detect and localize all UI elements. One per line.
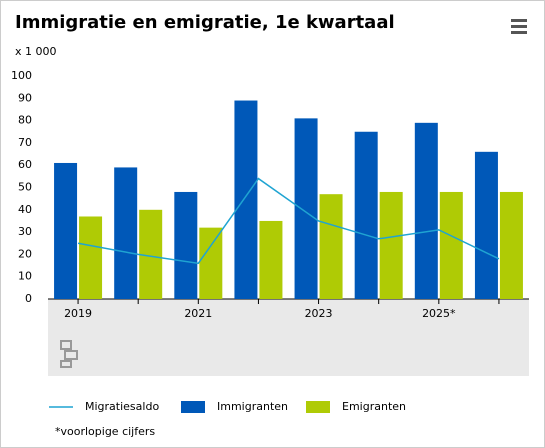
bar	[79, 216, 103, 299]
x-tick-label: 2023	[305, 307, 333, 320]
footnote: *voorlopige cijfers	[55, 425, 155, 438]
y-tick-label: 30	[18, 225, 32, 238]
bar	[114, 167, 138, 299]
bar	[354, 131, 378, 299]
y-tick-label: 70	[18, 136, 32, 149]
y-tick-label: 50	[18, 181, 32, 194]
y-tick-label: 40	[18, 203, 32, 216]
y-tick-label: 100	[11, 69, 32, 82]
y-tick-label: 0	[25, 292, 32, 305]
y-tick-label: 60	[18, 158, 32, 171]
bar	[379, 191, 403, 299]
legend-label: Emigranten	[342, 400, 406, 413]
y-tick-label: 20	[18, 247, 32, 260]
bar	[414, 122, 438, 299]
bar	[319, 194, 343, 299]
y-tick-label: 10	[18, 270, 32, 283]
bar	[234, 100, 258, 299]
x-tick-label: 2025*	[422, 307, 456, 320]
chart-title: Immigratie en emigratie, 1e kwartaal	[15, 12, 395, 33]
bar	[139, 209, 163, 299]
legend-swatch	[306, 401, 330, 413]
y-tick-label: 80	[18, 114, 32, 127]
bar	[199, 227, 223, 299]
x-tick-label: 2021	[184, 307, 212, 320]
legend-swatch	[181, 401, 205, 413]
x-axis-area	[48, 299, 529, 376]
x-tick-label: 2019	[64, 307, 92, 320]
unit-label: x 1 000	[15, 45, 57, 58]
menu-icon[interactable]	[511, 19, 527, 34]
bar	[54, 162, 78, 299]
cbs-logo	[60, 340, 78, 368]
bar	[474, 151, 498, 299]
line	[77, 177, 500, 265]
bar	[294, 118, 318, 300]
y-tick-label: 90	[18, 91, 32, 104]
bar	[174, 191, 198, 299]
bar	[499, 191, 523, 299]
legend-label: Migratiesaldo	[85, 400, 159, 413]
bar	[259, 220, 283, 299]
legend-label: Immigranten	[217, 400, 288, 413]
bar	[439, 191, 463, 299]
